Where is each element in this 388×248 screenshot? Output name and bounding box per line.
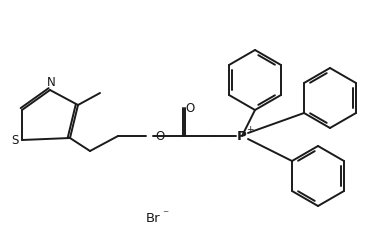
Text: +: + (246, 125, 254, 134)
Text: N: N (47, 76, 55, 90)
Text: Br: Br (146, 212, 160, 224)
Text: S: S (11, 133, 19, 147)
Text: ⁻: ⁻ (162, 209, 168, 221)
Text: O: O (185, 101, 195, 115)
Text: P: P (237, 129, 247, 143)
Text: O: O (155, 129, 165, 143)
